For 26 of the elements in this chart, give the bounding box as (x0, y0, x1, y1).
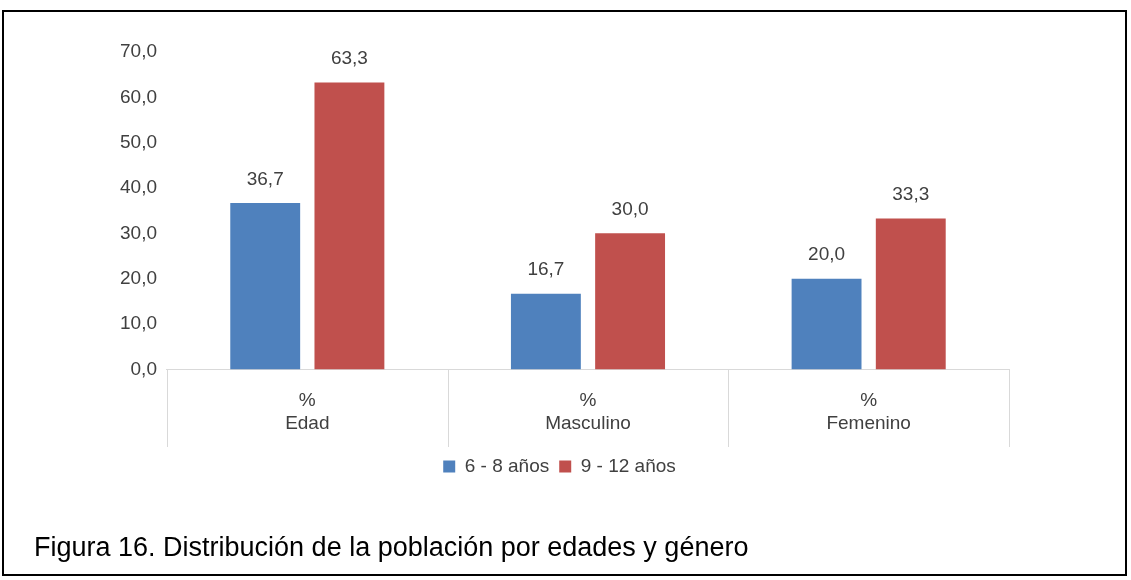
text: 30,0 (611, 198, 649, 220)
text: 20,0 (808, 243, 846, 265)
bar (230, 202, 301, 370)
bar (791, 278, 862, 370)
y-tick-label: 30,0 (120, 221, 157, 243)
y-tick-label: 50,0 (120, 130, 157, 152)
x-tick-label: % Edad (285, 389, 330, 433)
legend-label: 6 - 8 años (464, 454, 550, 476)
y-tick-label: 70,0 (120, 40, 157, 62)
text: 33,3 (892, 183, 930, 205)
bar (595, 233, 666, 370)
bar (314, 82, 385, 370)
text: 36,7 (246, 167, 284, 189)
y-tick-label: 40,0 (120, 176, 157, 198)
text: 16,7 (527, 258, 565, 280)
legend-label: 9 - 12 años (580, 454, 676, 476)
y-tick-label: 60,0 (120, 85, 157, 107)
text: 63,3 (330, 47, 368, 69)
x-tick-label: % Masculino (545, 389, 631, 433)
y-tick-label: 10,0 (120, 312, 157, 334)
y-tick-label: 0,0 (130, 357, 157, 379)
bar (510, 293, 581, 370)
text: Figura 16. Distribución de la población por edades y género (34, 532, 749, 563)
y-tick-label: 20,0 (120, 266, 157, 288)
bar (875, 218, 946, 370)
x-tick-label: % Femenino (826, 389, 911, 433)
